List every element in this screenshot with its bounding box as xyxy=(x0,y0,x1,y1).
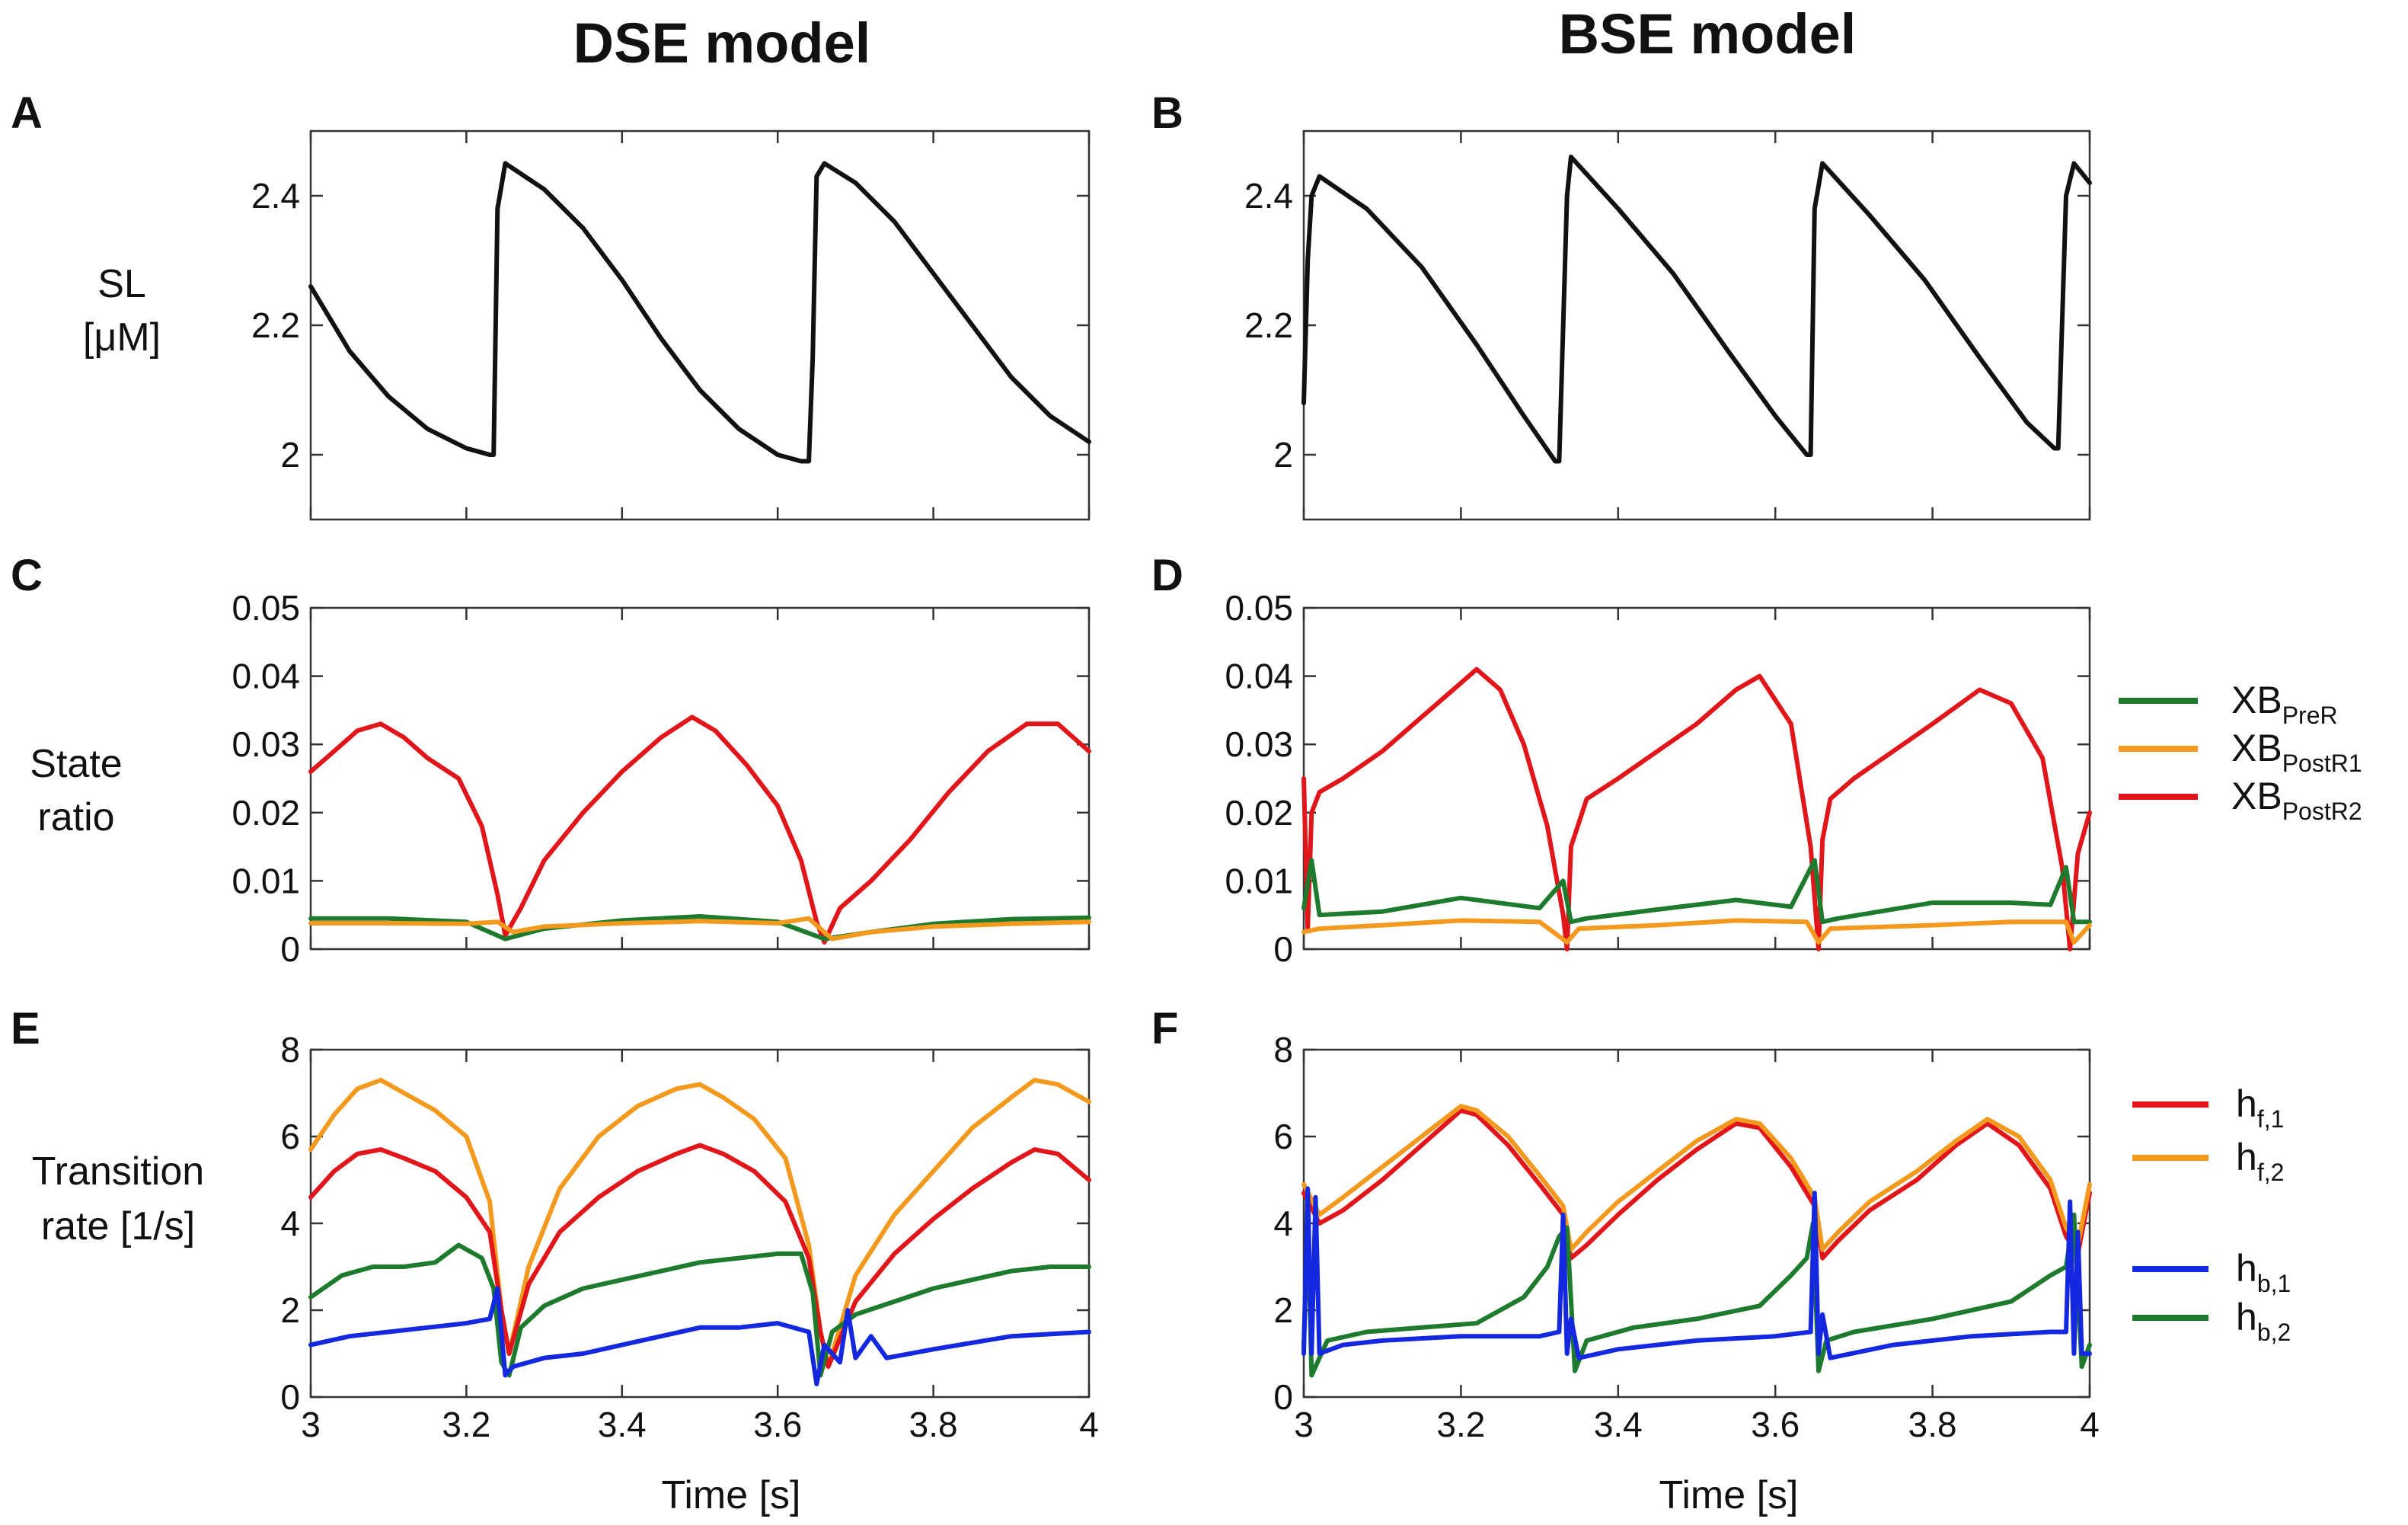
legend-rate: hf,1 hf,2 hb,1 hb,2 xyxy=(2132,1082,2291,1346)
y-tick-label-e: 8 xyxy=(280,1030,300,1069)
series-line-d-xb-postr2 xyxy=(1301,667,2092,951)
y-tick-label-d: 0.01 xyxy=(1225,861,1293,900)
legend-label-hb2: hb,2 xyxy=(2236,1296,2291,1346)
series-line-e-h-f-2 xyxy=(308,1077,1091,1370)
panel-a: 2 2.2 2.4 xyxy=(251,129,1091,521)
y-tick-label-d: 0 xyxy=(1273,929,1293,969)
x-axis-label-f: Time [s] xyxy=(1659,1473,1799,1517)
y-tick-label-c: 0.03 xyxy=(232,724,300,764)
y-tick-label-e: 6 xyxy=(280,1117,300,1156)
legend-label-hf1: hf,1 xyxy=(2236,1082,2284,1133)
x-tick-label-f: 3 xyxy=(1294,1405,1314,1444)
x-axis-label-e: Time [s] xyxy=(662,1473,801,1517)
plot-frame-c xyxy=(309,606,1091,951)
plot-frame-f xyxy=(1302,1048,2091,1399)
panel-b: 2 2.2 2.4 xyxy=(1244,129,2092,521)
series-line-d-xb-prer xyxy=(1301,858,2092,925)
y-tick-label-c: 0 xyxy=(280,929,300,969)
y-tick-label-c: 0.05 xyxy=(232,588,300,628)
y-tick-label-a: 2.4 xyxy=(251,176,300,216)
x-tick-label-e: 4 xyxy=(1079,1405,1099,1444)
legend-label-xb-postr1: XBPostR1 xyxy=(2231,727,2362,777)
x-tick-label-f: 4 xyxy=(2080,1405,2100,1444)
x-tick-label-f: 3.8 xyxy=(1908,1405,1957,1444)
plot-frame-b xyxy=(1302,129,2091,521)
series-line-c-xb-postr1 xyxy=(308,916,1091,942)
series-line-c-xb-postr2 xyxy=(308,715,1091,945)
panel-f: 0 2 4 6 8 3 3.2 3.4 3.6 3.8 4 xyxy=(1273,1030,2099,1444)
y-tick-label-d: 0.02 xyxy=(1225,793,1293,833)
column-title-dse: DSE model xyxy=(573,11,871,75)
panel-c: 0 0.01 0.02 0.03 0.04 0.05 xyxy=(232,588,1091,969)
series-line-f-h-b-1 xyxy=(1301,1186,2092,1360)
legend-label-hf2: hf,2 xyxy=(2236,1136,2284,1186)
panel-e: 0 2 4 6 8 3 3.2 3.4 3.6 3.8 4 xyxy=(280,1030,1098,1444)
y-tick-label-e: 0 xyxy=(280,1377,300,1417)
row-label-state-line2: ratio xyxy=(37,795,114,839)
x-tick-label-f: 3.6 xyxy=(1751,1405,1800,1444)
y-tick-label-b: 2.2 xyxy=(1244,305,1293,345)
legend-label-xb-prer: XBPreR xyxy=(2231,679,2338,729)
legend-state: XBPreR XBPostR1 XBPostR2 xyxy=(2119,679,2362,825)
panel-letter-c: C xyxy=(11,551,43,600)
row-label-sl-line2: [μM] xyxy=(83,315,161,360)
panel-letter-a: A xyxy=(11,88,43,138)
y-tick-label-f: 8 xyxy=(1273,1030,1293,1069)
series-line-b-sl xyxy=(1301,155,2092,464)
panel-letter-b: B xyxy=(1151,88,1183,138)
legend-label-hb1: hb,1 xyxy=(2236,1247,2291,1297)
row-label-state-line1: State xyxy=(30,742,122,786)
row-label-sl-line1: SL xyxy=(97,262,146,306)
series-line-f-h-b-2 xyxy=(1301,1212,2092,1378)
panel-letter-e: E xyxy=(11,1004,40,1053)
y-tick-label-a: 2.2 xyxy=(251,305,300,345)
y-tick-label-d: 0.05 xyxy=(1225,588,1293,628)
series-line-e-h-f-1 xyxy=(308,1143,1091,1370)
x-tick-label-e: 3 xyxy=(301,1405,321,1444)
series-line-f-h-f-2 xyxy=(1301,1104,2092,1252)
y-tick-label-d: 0.04 xyxy=(1225,657,1293,696)
y-tick-label-a: 2 xyxy=(280,435,300,475)
panel-d: 0 0.01 0.02 0.03 0.04 0.05 xyxy=(1225,588,2092,969)
y-tick-label-c: 0.01 xyxy=(232,861,300,900)
legend-label-xb-postr2: XBPostR2 xyxy=(2231,775,2362,825)
series-line-f-h-f-1 xyxy=(1301,1108,2092,1261)
y-tick-label-b: 2 xyxy=(1273,435,1293,475)
x-tick-label-f: 3.4 xyxy=(1594,1405,1643,1444)
y-tick-label-d: 0.03 xyxy=(1225,724,1293,764)
y-tick-label-e: 2 xyxy=(280,1290,300,1330)
series-line-d-xb-postr1 xyxy=(1301,918,2092,945)
series-line-e-h-b-1 xyxy=(308,1286,1091,1386)
row-label-rate-line1: Transition xyxy=(32,1149,204,1194)
x-tick-label-e: 3.2 xyxy=(442,1405,490,1444)
y-tick-label-c: 0.02 xyxy=(232,793,300,833)
series-line-e-h-b-2 xyxy=(308,1242,1091,1378)
x-tick-label-e: 3.4 xyxy=(598,1405,647,1444)
y-tick-label-f: 6 xyxy=(1273,1117,1293,1156)
plot-frame-d xyxy=(1302,606,2091,951)
row-label-rate-line2: rate [1/s] xyxy=(41,1204,195,1248)
series-line-a-sl xyxy=(308,161,1091,464)
y-tick-label-b: 2.4 xyxy=(1244,176,1293,216)
x-tick-label-e: 3.6 xyxy=(753,1405,802,1444)
y-tick-label-f: 4 xyxy=(1273,1204,1293,1243)
x-tick-label-e: 3.8 xyxy=(909,1405,958,1444)
y-tick-label-f: 0 xyxy=(1273,1377,1293,1417)
y-tick-label-e: 4 xyxy=(280,1204,300,1243)
y-tick-label-f: 2 xyxy=(1273,1290,1293,1330)
x-tick-label-f: 3.2 xyxy=(1436,1405,1485,1444)
panel-letter-f: F xyxy=(1151,1004,1178,1053)
panel-letter-d: D xyxy=(1151,551,1183,600)
y-tick-label-c: 0.04 xyxy=(232,657,300,696)
column-title-bse: BSE model xyxy=(1559,2,1857,66)
